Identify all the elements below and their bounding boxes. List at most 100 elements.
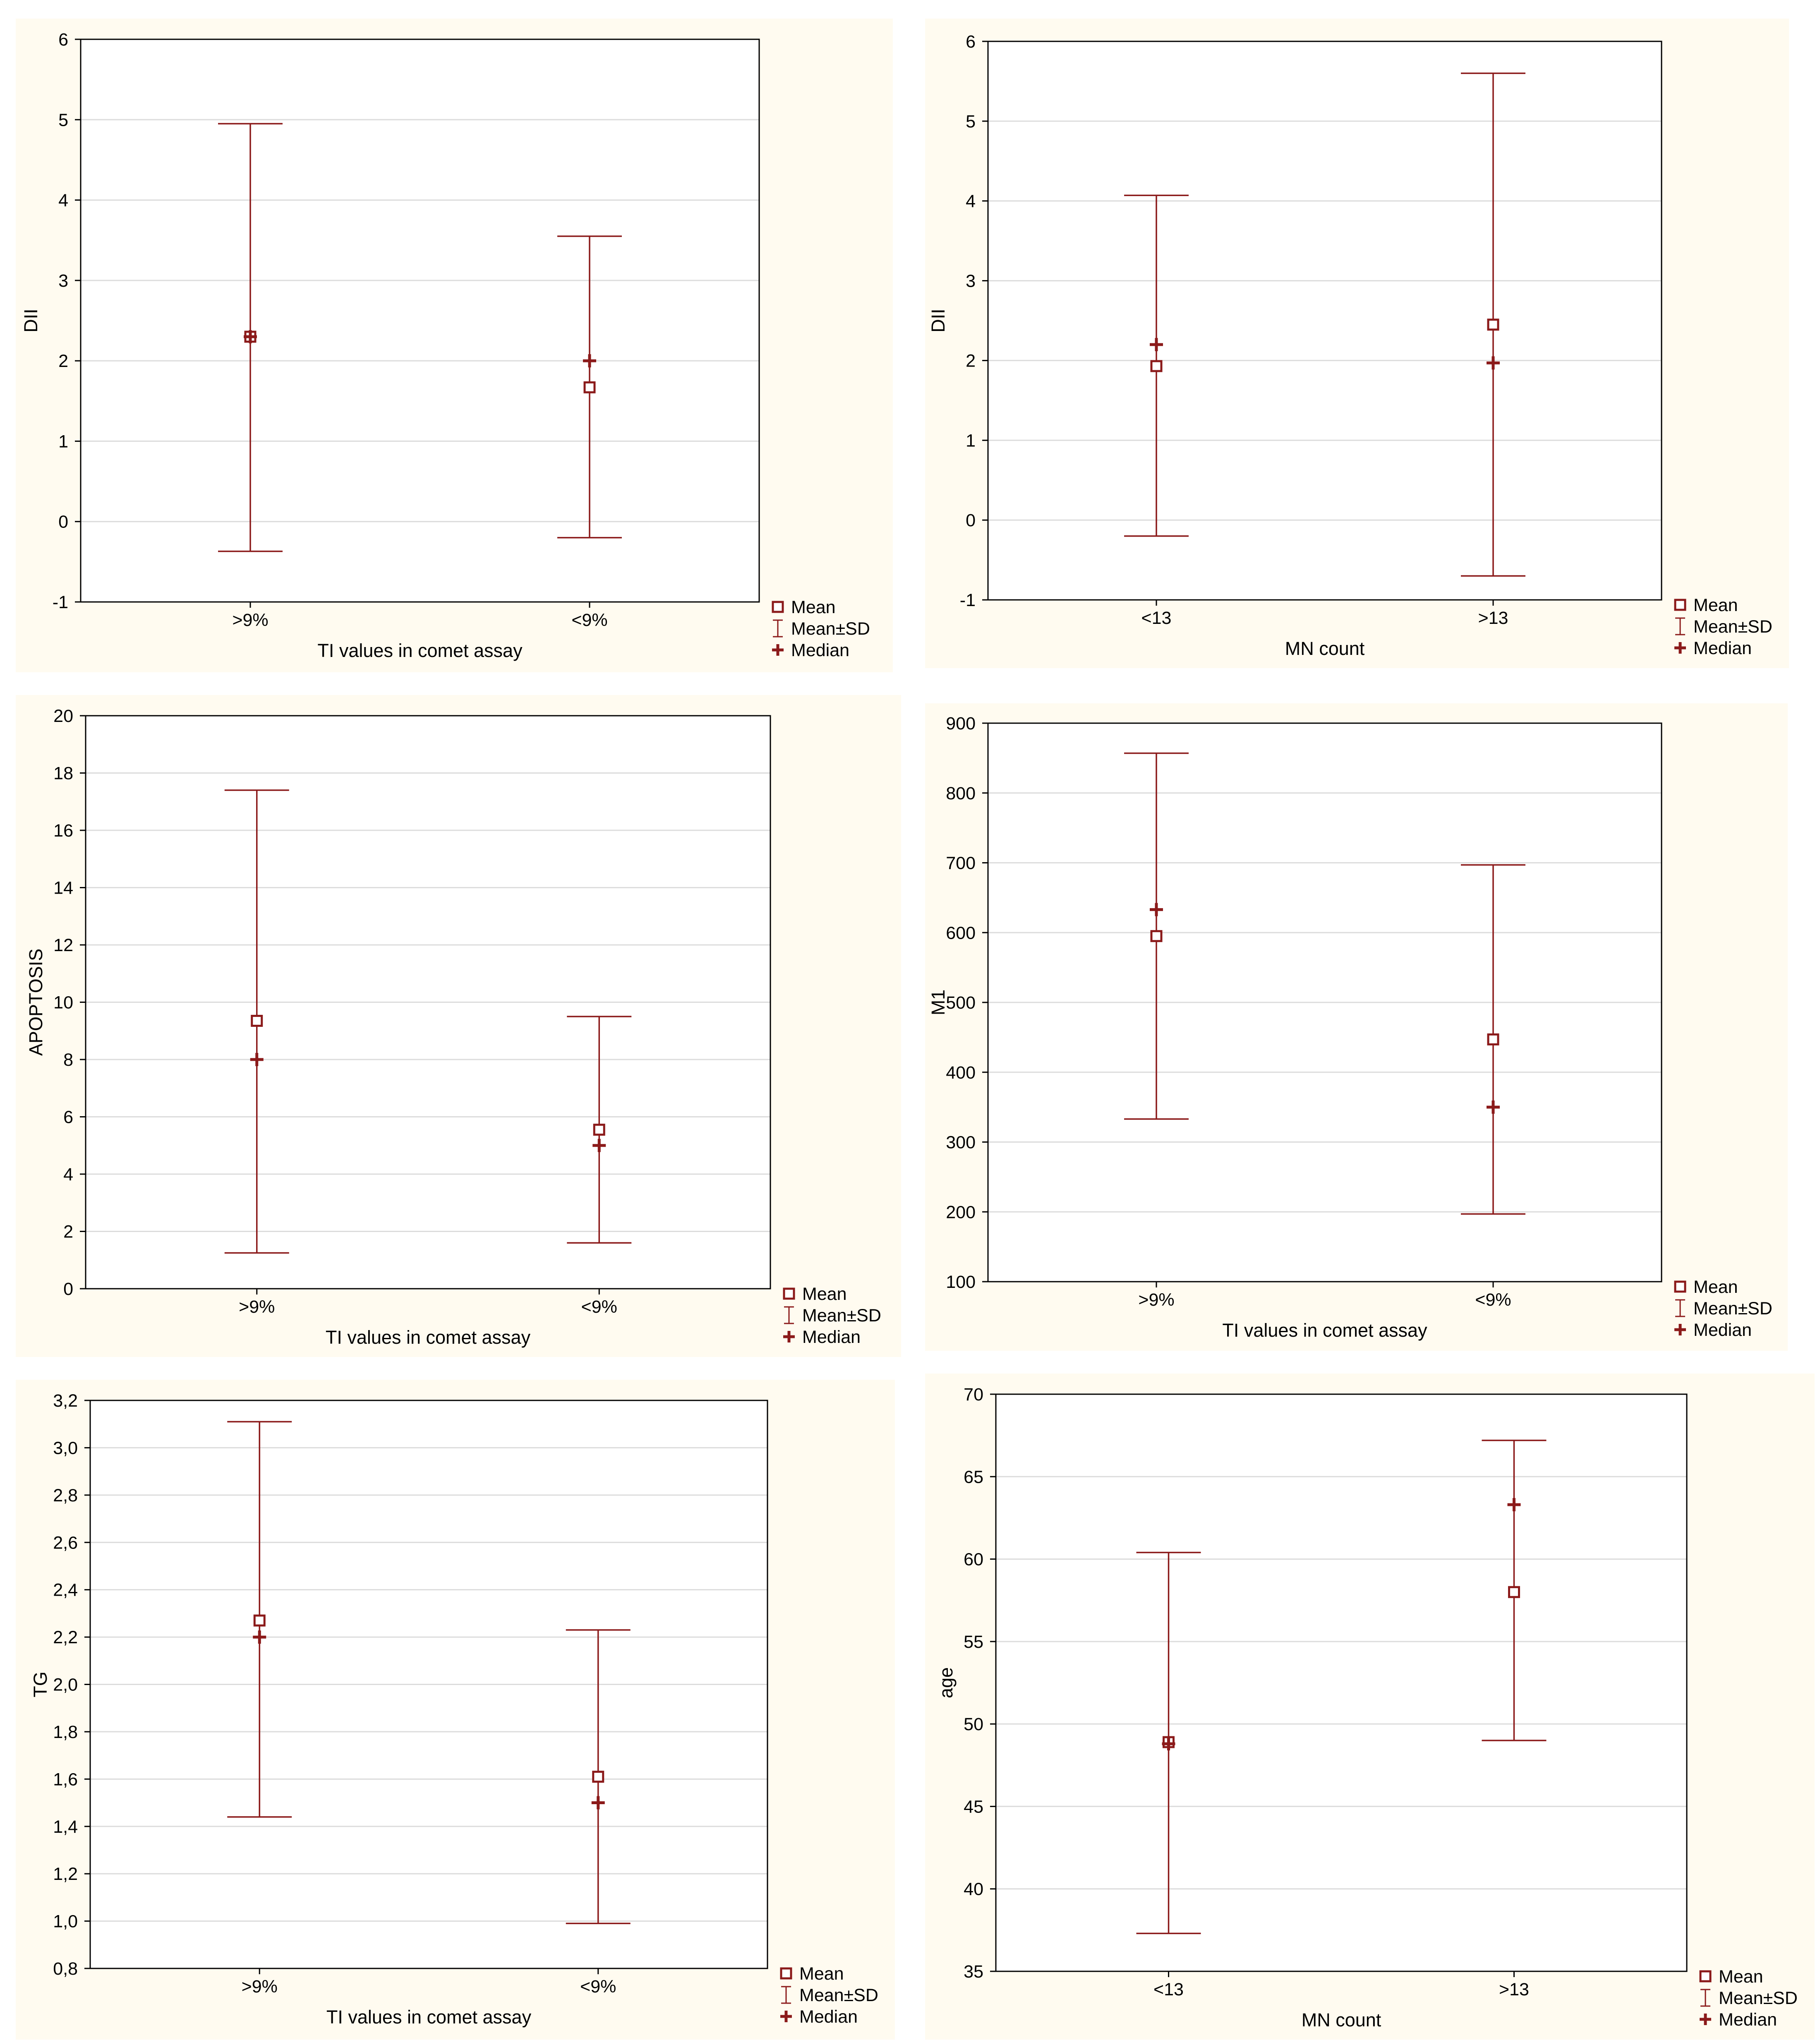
y-tick-label: 6 xyxy=(966,32,976,52)
y-tick-label: 600 xyxy=(946,923,976,943)
y-tick-label: -1 xyxy=(53,592,68,612)
legend-label: Mean xyxy=(1693,595,1738,615)
mean-marker xyxy=(1150,360,1163,372)
legend-mean-icon xyxy=(1674,1280,1686,1293)
y-tick-label: 35 xyxy=(964,1962,983,1982)
x-tick-label: <9% xyxy=(580,1977,616,1997)
mean-marker xyxy=(583,381,596,393)
x-axis-label: TI values in comet assay xyxy=(326,2006,532,2028)
y-tick-label: 900 xyxy=(946,714,976,734)
x-tick-label: >9% xyxy=(242,1977,278,1997)
y-tick-label: 0 xyxy=(63,1279,73,1299)
x-tick-label: >13 xyxy=(1478,608,1508,628)
legend-label: Median xyxy=(1693,638,1752,658)
chart-panel-2: -1 0 1 2 3 4 5 6 <13 >13 MN count DII MeanMean±SDMed… xyxy=(925,19,1789,668)
x-tick-label: <9% xyxy=(581,1297,617,1317)
chart-panel-4: 100 200 300 400 500 600 700 800 900 >9% <9% TI valu… xyxy=(925,703,1788,1351)
y-tick-label: 1 xyxy=(966,431,976,451)
y-tick-label: 55 xyxy=(964,1632,983,1652)
y-tick-label: 40 xyxy=(964,1879,983,1899)
y-tick-label: 2 xyxy=(58,351,68,371)
legend-mean-icon xyxy=(780,1967,792,1980)
y-tick-label: 1 xyxy=(58,431,68,451)
y-tick-label: 16 xyxy=(53,821,73,841)
y-tick-label: 200 xyxy=(946,1202,976,1222)
y-axis-label: M1 xyxy=(928,990,949,1016)
legend-label: Mean±SD xyxy=(802,1306,881,1326)
mean-marker xyxy=(253,1614,266,1627)
y-tick-label: 70 xyxy=(964,1385,983,1405)
y-tick-label: 800 xyxy=(946,784,976,803)
y-axis-label: age xyxy=(935,1667,957,1698)
mean-marker xyxy=(593,1124,605,1136)
plot-frame xyxy=(85,715,771,1290)
chart-panel-3: 0 2 4 6 8 10 12 14 16 18 20 >9% <9% TI values in come… xyxy=(16,695,901,1357)
plot-frame xyxy=(987,41,1662,601)
plot-frame xyxy=(987,722,1662,1282)
chart-panel-1: -1 0 1 2 3 4 5 6 >9% <9% TI values in comet assay D… xyxy=(16,19,893,672)
x-tick-label: <13 xyxy=(1153,1980,1184,1999)
y-tick-label: 0,8 xyxy=(53,1959,78,1979)
y-tick-label: 500 xyxy=(946,993,976,1013)
mean-marker xyxy=(592,1771,604,1783)
y-tick-label: 2 xyxy=(63,1222,73,1242)
y-tick-label: 2 xyxy=(966,351,976,371)
y-tick-label: 45 xyxy=(964,1797,983,1817)
legend-mean-icon xyxy=(783,1287,795,1300)
y-tick-label: 2,2 xyxy=(53,1628,78,1647)
x-axis-label: MN count xyxy=(1302,2009,1381,2030)
legend-mean-icon xyxy=(772,601,784,613)
x-axis-label: TI values in comet assay xyxy=(317,640,523,661)
y-tick-label: 1,0 xyxy=(53,1912,78,1932)
mean-marker xyxy=(251,1015,263,1027)
x-axis-label: TI values in comet assay xyxy=(326,1327,531,1348)
legend-label: Mean±SD xyxy=(791,619,870,639)
legend-mean-icon xyxy=(1699,1970,1712,1982)
legend-label: Mean xyxy=(799,1964,844,1984)
x-tick-label: >13 xyxy=(1499,1980,1529,1999)
legend-label: Mean±SD xyxy=(1719,1988,1798,2008)
y-axis-label: DII xyxy=(928,309,949,333)
y-tick-label: 6 xyxy=(63,1107,73,1127)
y-tick-label: 4 xyxy=(63,1165,73,1184)
y-tick-label: 3 xyxy=(966,271,976,291)
y-tick-label: 3,0 xyxy=(53,1438,78,1458)
y-axis-label: DII xyxy=(20,309,41,333)
y-tick-label: 1,4 xyxy=(53,1817,78,1837)
y-tick-label: 2,8 xyxy=(53,1486,78,1505)
mean-marker xyxy=(1487,319,1499,331)
legend-label: Mean xyxy=(1693,1277,1738,1297)
legend-label: Mean±SD xyxy=(1693,1299,1772,1318)
y-tick-label: 4 xyxy=(966,192,976,211)
y-tick-label: 300 xyxy=(946,1133,976,1153)
plot-frame xyxy=(89,1400,768,1969)
mean-marker xyxy=(1508,1586,1520,1598)
chart-panel-6: 35 40 45 50 55 60 65 70 <13 >13 MN count age MeanMea… xyxy=(925,1374,1815,2040)
legend-label: Median xyxy=(1719,2010,1777,2030)
legend-label: Mean±SD xyxy=(1693,617,1772,637)
x-tick-label: >9% xyxy=(232,610,268,630)
x-tick-label: <9% xyxy=(571,610,607,630)
y-tick-label: 5 xyxy=(966,112,976,132)
legend-label: Mean xyxy=(1719,1967,1763,1987)
y-axis-label: TG xyxy=(30,1671,51,1697)
plot-area xyxy=(996,1394,1687,1971)
chart-panel-5: 0,8 1,0 1,2 1,4 1,6 1,8 2,0 2,2 2,4 2,6 2,8 3,0 3,2 >… xyxy=(16,1380,895,2040)
legend-label: Median xyxy=(802,1327,861,1347)
y-tick-label: 400 xyxy=(946,1063,976,1083)
legend-label: Median xyxy=(799,2007,858,2027)
x-tick-label: >9% xyxy=(1138,1290,1174,1310)
plot-area xyxy=(988,41,1662,600)
plot-frame xyxy=(80,38,760,603)
legend-label: Mean xyxy=(802,1284,847,1304)
y-tick-label: 60 xyxy=(964,1550,983,1570)
y-tick-label: 3 xyxy=(58,271,68,291)
legend-label: Median xyxy=(791,640,849,660)
y-tick-label: 8 xyxy=(63,1050,73,1070)
x-axis-label: TI values in comet assay xyxy=(1222,1320,1427,1341)
